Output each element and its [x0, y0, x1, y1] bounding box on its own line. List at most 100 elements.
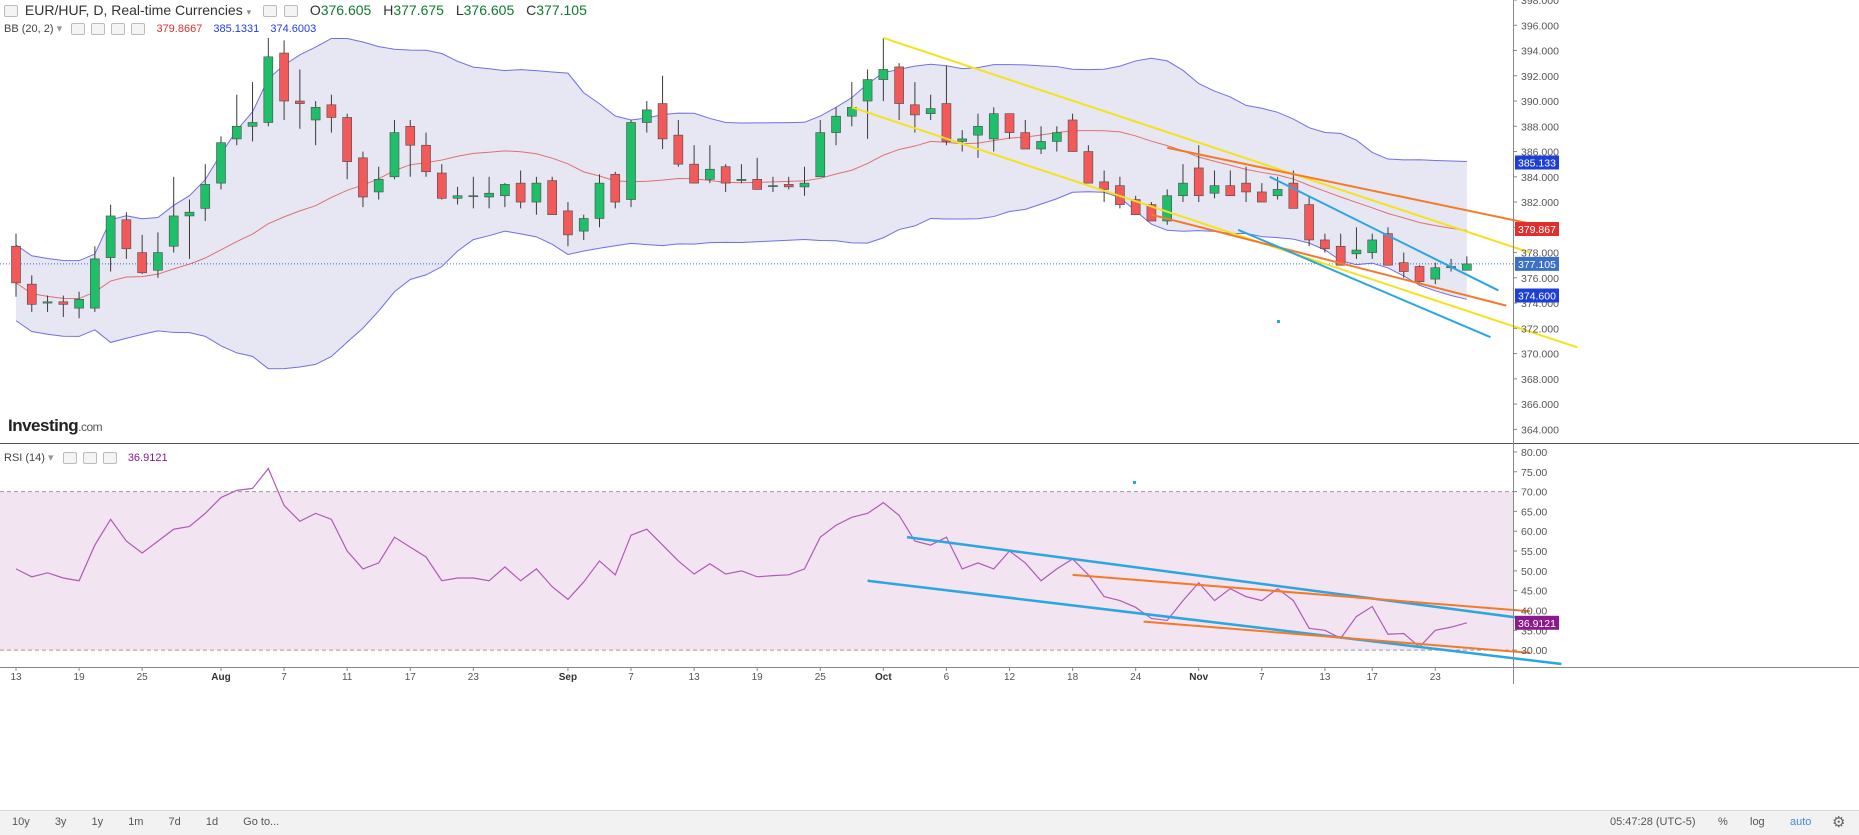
candle[interactable] — [894, 63, 904, 120]
candle[interactable] — [342, 113, 352, 180]
candle[interactable] — [1020, 119, 1031, 150]
candle[interactable] — [547, 176, 557, 215]
hide-icon[interactable] — [91, 23, 106, 36]
candle[interactable] — [720, 164, 731, 192]
candle[interactable] — [862, 69, 873, 139]
candle[interactable] — [310, 101, 321, 146]
hide-icon[interactable] — [283, 5, 298, 18]
chevron-down-icon[interactable]: ▾ — [56, 23, 63, 35]
trendline-blue-upper[interactable] — [1269, 175, 1499, 292]
symbol-title[interactable]: EUR/HUF, D, Real-time Currencies — [24, 2, 243, 18]
timeframe-1m-button[interactable]: 1m — [128, 816, 144, 828]
candle[interactable] — [910, 82, 920, 133]
candle[interactable] — [689, 145, 699, 184]
candle[interactable] — [295, 69, 305, 129]
candle[interactable] — [1052, 126, 1062, 152]
candle[interactable] — [957, 130, 968, 152]
timeframe-1d-button[interactable]: 1d — [205, 816, 219, 828]
candle[interactable] — [1398, 252, 1409, 278]
clock[interactable]: 05:47:28 (UTC-5) — [1610, 816, 1696, 828]
trendline-yellow-lower[interactable] — [851, 106, 1578, 349]
bb-legend[interactable]: BB (20, 2) ▾ 379.8667 385.1331 374.6003 — [4, 22, 316, 36]
candle[interactable] — [941, 65, 952, 146]
rsi-trendline-orange-lower[interactable] — [1143, 620, 1531, 654]
candle[interactable] — [815, 119, 826, 178]
trendline-orange-upper[interactable] — [1167, 146, 1531, 225]
candle[interactable] — [578, 214, 589, 240]
candle[interactable] — [42, 295, 53, 312]
candle[interactable] — [925, 94, 936, 120]
candle[interactable] — [988, 107, 999, 152]
candle[interactable] — [184, 199, 195, 259]
candle[interactable] — [641, 101, 652, 133]
close-icon[interactable] — [111, 23, 126, 36]
candle[interactable] — [1146, 202, 1157, 222]
candle[interactable] — [594, 174, 605, 228]
auto-toggle[interactable]: auto — [1790, 816, 1812, 828]
candle[interactable] — [563, 202, 573, 247]
candle[interactable] — [768, 176, 778, 192]
more-icon[interactable] — [131, 23, 146, 36]
candle[interactable] — [1225, 170, 1236, 197]
candle[interactable] — [831, 107, 841, 146]
timeframe-3y-button[interactable]: 3y — [54, 816, 67, 828]
candle[interactable] — [1067, 113, 1078, 152]
candle[interactable] — [153, 232, 163, 278]
close-icon[interactable] — [102, 452, 117, 465]
trendline-yellow-upper[interactable] — [883, 36, 1531, 254]
candle[interactable] — [799, 166, 810, 196]
trendline-orange-lower[interactable] — [1151, 213, 1507, 307]
candle[interactable] — [610, 171, 621, 209]
candle[interactable] — [878, 37, 889, 102]
candle[interactable] — [105, 204, 116, 272]
candle[interactable] — [1178, 164, 1188, 203]
candle[interactable] — [1335, 233, 1346, 266]
timeframe-7d-button[interactable]: 7d — [168, 816, 181, 828]
candle[interactable] — [626, 119, 636, 208]
settings-icon[interactable] — [71, 23, 86, 36]
candle[interactable] — [1036, 126, 1046, 155]
rsi-line[interactable] — [15, 467, 1467, 648]
chevron-down-icon[interactable]: ▾ — [246, 7, 252, 17]
candle[interactable] — [58, 295, 69, 317]
candle[interactable] — [1367, 233, 1378, 259]
candle[interactable] — [405, 119, 416, 177]
candle[interactable] — [657, 75, 668, 150]
candle[interactable] — [468, 176, 479, 209]
candle[interactable] — [484, 176, 494, 209]
percent-toggle[interactable]: % — [1718, 816, 1728, 828]
candle[interactable] — [1320, 233, 1330, 253]
candle[interactable] — [200, 164, 211, 221]
trendline-blue-lower[interactable] — [1237, 228, 1491, 339]
rsi-legend[interactable]: RSI (14) ▾ 36.9121 — [4, 451, 168, 465]
gear-icon[interactable]: ⚙ — [1832, 814, 1846, 831]
timeframe-10y-button[interactable]: 10y — [12, 816, 30, 828]
candle[interactable] — [1083, 145, 1094, 184]
candle[interactable] — [1004, 113, 1015, 139]
candle[interactable] — [358, 151, 368, 208]
candle[interactable] — [752, 157, 762, 190]
candle[interactable] — [26, 275, 37, 312]
candle[interactable] — [1414, 265, 1425, 285]
candle[interactable] — [90, 246, 100, 312]
candle[interactable] — [74, 291, 84, 319]
trendlines[interactable] — [851, 36, 1578, 666]
candle[interactable] — [231, 94, 242, 146]
candle[interactable] — [1099, 170, 1109, 203]
candle[interactable] — [783, 176, 794, 190]
rsi-trendline-orange-upper[interactable] — [1072, 573, 1530, 613]
candle[interactable] — [1383, 227, 1393, 266]
candle[interactable] — [436, 164, 447, 200]
candle[interactable] — [515, 170, 526, 209]
candle[interactable] — [1304, 195, 1314, 247]
candle[interactable] — [168, 176, 179, 253]
candle[interactable] — [1130, 195, 1141, 215]
candle[interactable] — [531, 176, 542, 215]
candle[interactable] — [326, 94, 337, 133]
candle[interactable] — [373, 166, 384, 200]
candle[interactable] — [500, 183, 510, 208]
rsi-trendline-blue-lower[interactable] — [867, 579, 1562, 666]
candles[interactable] — [11, 37, 1472, 319]
hide-icon[interactable] — [82, 452, 97, 465]
